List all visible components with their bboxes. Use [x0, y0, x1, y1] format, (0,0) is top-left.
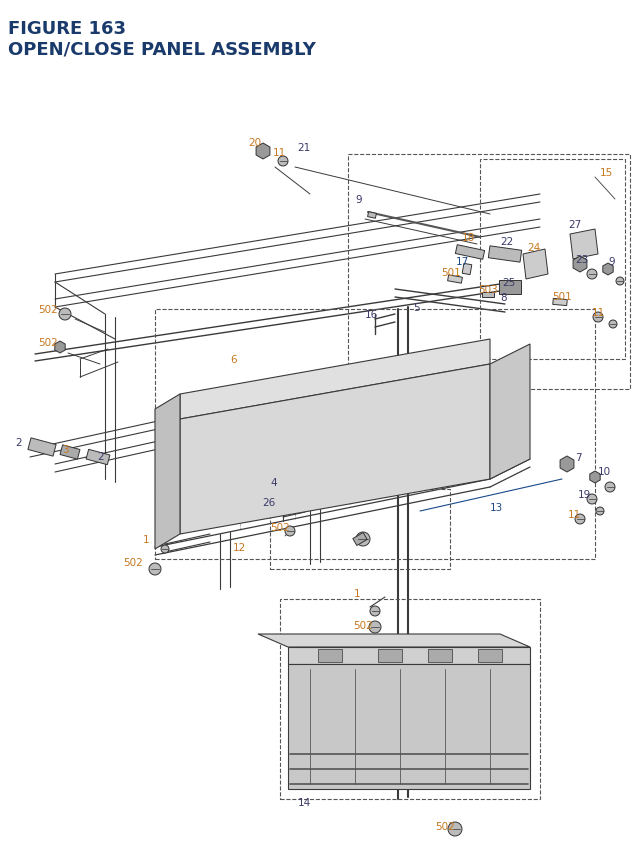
Text: 20: 20 [248, 138, 261, 148]
Polygon shape [60, 445, 80, 460]
Polygon shape [256, 144, 270, 160]
Circle shape [605, 482, 615, 492]
Text: 502: 502 [38, 305, 58, 314]
Polygon shape [288, 664, 530, 789]
Text: 9: 9 [355, 195, 362, 205]
Text: 23: 23 [575, 255, 588, 264]
Text: 22: 22 [500, 237, 513, 247]
Circle shape [609, 320, 617, 329]
Polygon shape [462, 264, 472, 276]
Circle shape [575, 514, 585, 524]
Polygon shape [428, 649, 452, 662]
Polygon shape [570, 230, 598, 260]
Text: 503: 503 [478, 285, 498, 294]
Polygon shape [478, 649, 502, 662]
Polygon shape [523, 250, 548, 280]
Polygon shape [573, 257, 587, 273]
Circle shape [278, 157, 288, 167]
Bar [348, 155, 630, 389]
Circle shape [149, 563, 161, 575]
Circle shape [59, 308, 71, 320]
Text: 2: 2 [15, 437, 22, 448]
Circle shape [596, 507, 604, 516]
Polygon shape [86, 449, 110, 465]
Text: 1: 1 [143, 535, 150, 544]
Polygon shape [378, 649, 402, 662]
Text: 502: 502 [435, 821, 455, 831]
Text: 15: 15 [600, 168, 613, 177]
Polygon shape [456, 245, 484, 260]
Text: 8: 8 [500, 293, 507, 303]
Polygon shape [560, 456, 574, 473]
Polygon shape [353, 533, 367, 546]
Polygon shape [482, 292, 494, 297]
Polygon shape [180, 364, 490, 535]
Text: 4: 4 [270, 478, 276, 487]
Text: FIGURE 163: FIGURE 163 [8, 20, 126, 38]
Polygon shape [590, 472, 600, 483]
Text: 10: 10 [598, 467, 611, 476]
Text: 24: 24 [527, 243, 540, 253]
Text: 16: 16 [365, 310, 378, 319]
Text: 11: 11 [568, 510, 581, 519]
Text: 7: 7 [575, 453, 582, 462]
Text: 502: 502 [270, 523, 290, 532]
Polygon shape [288, 647, 530, 664]
Circle shape [593, 313, 603, 323]
Circle shape [370, 606, 380, 616]
Text: 6: 6 [230, 355, 237, 364]
Text: 19: 19 [578, 489, 591, 499]
Circle shape [369, 622, 381, 633]
Text: 11: 11 [273, 148, 286, 158]
Text: 11: 11 [592, 307, 605, 318]
Text: 501: 501 [441, 268, 461, 278]
Circle shape [616, 278, 624, 286]
Circle shape [587, 269, 597, 280]
Polygon shape [258, 635, 530, 647]
Polygon shape [490, 344, 530, 480]
Polygon shape [499, 281, 521, 294]
Text: 25: 25 [502, 278, 515, 288]
Text: 17: 17 [456, 257, 469, 267]
Polygon shape [367, 213, 376, 219]
Text: 502: 502 [38, 338, 58, 348]
Polygon shape [180, 339, 490, 419]
Polygon shape [447, 276, 463, 284]
Bar [280, 599, 540, 799]
Polygon shape [488, 246, 522, 263]
Polygon shape [603, 263, 613, 276]
Bar [155, 310, 595, 560]
Text: 502: 502 [123, 557, 143, 567]
Circle shape [285, 526, 295, 536]
Text: 26: 26 [262, 498, 275, 507]
Text: 21: 21 [297, 143, 310, 152]
Polygon shape [553, 299, 567, 307]
Circle shape [161, 545, 169, 554]
Text: 13: 13 [490, 503, 503, 512]
Bar [270, 489, 450, 569]
Text: 502: 502 [353, 620, 372, 630]
Text: 2: 2 [97, 451, 104, 461]
Text: 27: 27 [568, 220, 581, 230]
Polygon shape [155, 394, 180, 549]
Text: 1: 1 [354, 588, 360, 598]
Text: 501: 501 [552, 292, 572, 301]
Polygon shape [28, 438, 56, 456]
Bar [480, 160, 625, 360]
Text: OPEN/CLOSE PANEL ASSEMBLY: OPEN/CLOSE PANEL ASSEMBLY [8, 40, 316, 58]
Text: 5: 5 [413, 303, 420, 313]
Circle shape [356, 532, 370, 547]
Text: 18: 18 [462, 232, 476, 243]
Circle shape [448, 822, 462, 836]
Text: 9: 9 [608, 257, 614, 267]
Polygon shape [318, 649, 342, 662]
Text: 3: 3 [62, 444, 68, 455]
Circle shape [587, 494, 597, 505]
Polygon shape [55, 342, 65, 354]
Text: 12: 12 [233, 542, 246, 553]
Text: 14: 14 [298, 797, 311, 807]
